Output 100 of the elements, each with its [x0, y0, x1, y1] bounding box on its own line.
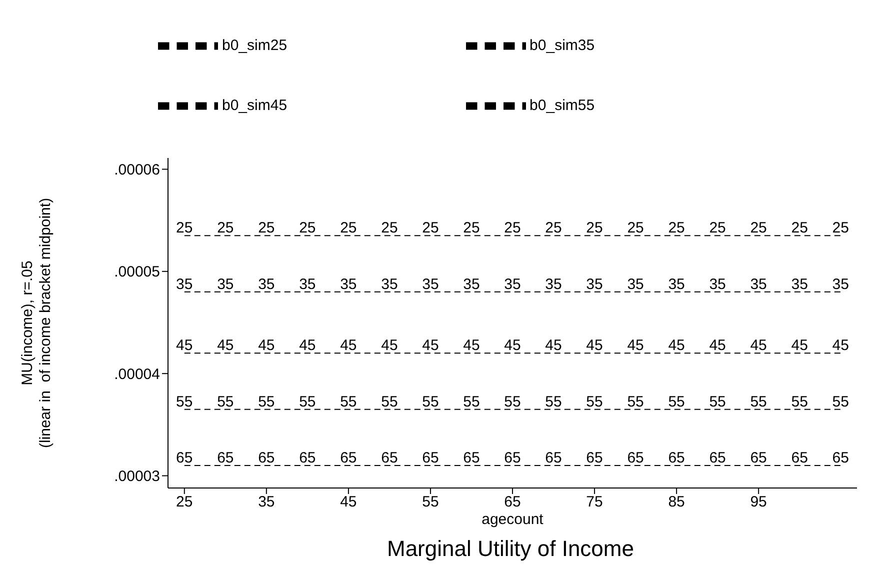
annotation: 35 — [463, 276, 480, 293]
legend-label: b0_sim25 — [222, 37, 288, 54]
x-tick-label: 65 — [504, 494, 521, 511]
annotation: 25 — [586, 220, 603, 237]
annotation: 35 — [258, 276, 275, 293]
annotation: 55 — [627, 393, 644, 410]
annotation: 45 — [463, 337, 480, 354]
annotation: 45 — [299, 337, 316, 354]
annotation: 55 — [545, 393, 562, 410]
annotation: 55 — [668, 393, 685, 410]
x-tick-label: 55 — [422, 494, 439, 511]
annotation: 35 — [586, 276, 603, 293]
x-tick-label: 25 — [176, 494, 193, 511]
annotation: 25 — [176, 220, 193, 237]
annotation: 25 — [463, 220, 480, 237]
annotation: 65 — [791, 450, 808, 467]
y-axis-title: MU(income), r=.05 (linear in of income bracket midpoint) — [19, 198, 54, 448]
annotation: 65 — [381, 450, 398, 467]
y-tick-label: .00004 — [114, 366, 160, 383]
x-tick-label: 75 — [586, 494, 603, 511]
x-axis-title: agecount — [482, 511, 544, 528]
annotation: 65 — [340, 450, 357, 467]
annotation: 45 — [422, 337, 439, 354]
legend-label: b0_sim55 — [530, 97, 595, 114]
annotation: 45 — [258, 337, 275, 354]
annotation: 35 — [340, 276, 357, 293]
annotation: 45 — [217, 337, 234, 354]
annotation: 25 — [709, 220, 726, 237]
annotation: 45 — [832, 337, 849, 354]
annotation: 35 — [709, 276, 726, 293]
annotation: 55 — [750, 393, 767, 410]
annotation: 65 — [176, 450, 193, 467]
annotation: 55 — [299, 393, 316, 410]
annotation: 25 — [217, 220, 234, 237]
annotation: 35 — [176, 276, 193, 293]
annotation: 45 — [340, 337, 357, 354]
annotation: 35 — [545, 276, 562, 293]
annotation: 35 — [791, 276, 808, 293]
annotation: 25 — [668, 220, 685, 237]
legend-label: b0_sim35 — [530, 37, 595, 54]
annotation: 65 — [258, 450, 275, 467]
annotation: 65 — [299, 450, 316, 467]
annotation: 65 — [709, 450, 726, 467]
annotation: 65 — [668, 450, 685, 467]
annotation: 45 — [791, 337, 808, 354]
annotation: 45 — [627, 337, 644, 354]
x-tick-label: 95 — [750, 494, 767, 511]
annotation: 25 — [258, 220, 275, 237]
annotation: 25 — [545, 220, 562, 237]
x-tick-label: 85 — [668, 494, 685, 511]
annotation: 35 — [504, 276, 521, 293]
annotation: 25 — [340, 220, 357, 237]
annotation: 45 — [176, 337, 193, 354]
annotation: 55 — [422, 393, 439, 410]
legend-label: b0_sim45 — [222, 97, 288, 114]
text: Marginal Utility of Income — [386, 536, 635, 562]
annotation: 45 — [750, 337, 767, 354]
annotation: 35 — [668, 276, 685, 293]
annotation: 65 — [504, 450, 521, 467]
annotation: 45 — [668, 337, 685, 354]
annotation: 45 — [545, 337, 562, 354]
annotation: 25 — [832, 220, 849, 237]
annotation: 35 — [832, 276, 849, 293]
annotation: 65 — [463, 450, 480, 467]
annotation: 35 — [381, 276, 398, 293]
annotation: 55 — [463, 393, 480, 410]
annotation: 55 — [832, 393, 849, 410]
annotation: 55 — [340, 393, 357, 410]
annotation: 65 — [422, 450, 439, 467]
annotation: 65 — [750, 450, 767, 467]
annotation: 35 — [299, 276, 316, 293]
annotation: 55 — [586, 393, 603, 410]
annotation: 55 — [258, 393, 275, 410]
annotation: 45 — [586, 337, 603, 354]
annotation: 25 — [504, 220, 521, 237]
annotation: 45 — [709, 337, 726, 354]
annotation: 55 — [217, 393, 234, 410]
annotation: 65 — [217, 450, 234, 467]
annotation: 55 — [381, 393, 398, 410]
annotation: 45 — [504, 337, 521, 354]
annotation: 35 — [217, 276, 234, 293]
annotation: 55 — [791, 393, 808, 410]
annotation: 25 — [381, 220, 398, 237]
annotation: 35 — [750, 276, 767, 293]
annotation: 55 — [709, 393, 726, 410]
annotation: 55 — [504, 393, 521, 410]
annotation: 35 — [422, 276, 439, 293]
annotation: 55 — [176, 393, 193, 410]
annotation: 45 — [381, 337, 398, 354]
x-tick-label: 35 — [258, 494, 275, 511]
annotation: 25 — [422, 220, 439, 237]
annotation: 65 — [832, 450, 849, 467]
y-tick-label: .00005 — [114, 264, 160, 281]
annotation: 65 — [545, 450, 562, 467]
y-tick-label: .00006 — [114, 162, 160, 179]
annotation: 65 — [586, 450, 603, 467]
annotation: 35 — [627, 276, 644, 293]
annotation: 25 — [299, 220, 316, 237]
y-tick-label: .00003 — [114, 468, 160, 486]
annotation: 65 — [627, 450, 644, 467]
